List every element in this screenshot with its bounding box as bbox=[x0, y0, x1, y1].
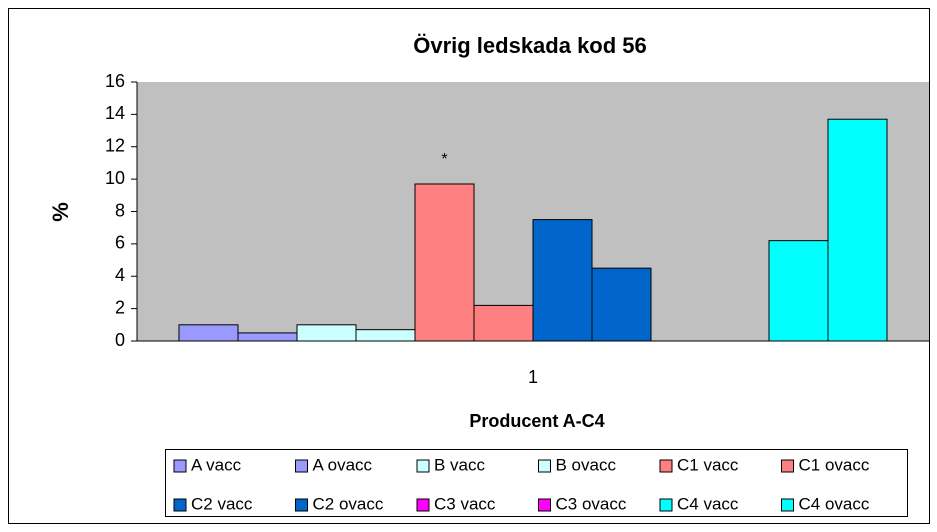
bar bbox=[473, 304, 534, 342]
legend-swatch bbox=[659, 498, 673, 512]
annotation: * bbox=[441, 151, 447, 168]
y-tick-label: 4 bbox=[115, 265, 125, 285]
legend-swatch bbox=[295, 498, 308, 512]
bar bbox=[591, 267, 652, 342]
y-axis-label: % bbox=[48, 202, 73, 222]
legend-swatch bbox=[173, 459, 187, 473]
bar bbox=[355, 329, 416, 342]
legend-label: C1 vacc bbox=[677, 455, 739, 474]
x-tick-label: 1 bbox=[528, 367, 538, 387]
legend-swatch bbox=[781, 459, 794, 473]
legend-label: C3 ovacc bbox=[556, 494, 627, 513]
legend-label: B vacc bbox=[434, 455, 486, 474]
bar bbox=[532, 219, 593, 342]
legend-swatch bbox=[659, 459, 673, 473]
y-tick-label: 10 bbox=[105, 168, 125, 188]
legend-label: C4 ovacc bbox=[799, 494, 870, 513]
chart-title: Övrig ledskada kod 56 bbox=[413, 33, 647, 58]
legend-label: C2 vacc bbox=[191, 494, 253, 513]
legend-label: A ovacc bbox=[313, 455, 373, 474]
bar bbox=[237, 332, 298, 342]
legend-swatch bbox=[295, 459, 308, 473]
legend-swatch bbox=[538, 498, 551, 512]
legend-label: A vacc bbox=[191, 455, 242, 474]
bar bbox=[296, 324, 357, 342]
y-tick-label: 12 bbox=[105, 136, 125, 156]
legend-box bbox=[165, 449, 908, 517]
legend-swatch bbox=[781, 498, 794, 512]
legend-label: C3 vacc bbox=[434, 494, 496, 513]
legend-label: C2 ovacc bbox=[313, 494, 384, 513]
bar bbox=[827, 118, 888, 342]
legend-swatch bbox=[416, 459, 430, 473]
legend-label: B ovacc bbox=[556, 455, 617, 474]
bar bbox=[178, 324, 239, 342]
y-tick-label: 6 bbox=[115, 233, 125, 253]
legend-swatch bbox=[173, 498, 187, 512]
legend-label: C1 ovacc bbox=[799, 455, 870, 474]
bar bbox=[768, 240, 829, 342]
y-tick-label: 8 bbox=[115, 200, 125, 220]
legend-swatch bbox=[538, 459, 551, 473]
bar bbox=[414, 183, 475, 342]
legend-swatch bbox=[416, 498, 430, 512]
y-tick-label: 0 bbox=[115, 330, 125, 350]
legend-label: C4 vacc bbox=[677, 494, 739, 513]
y-tick-label: 16 bbox=[105, 71, 125, 91]
x-axis-label: Producent A-C4 bbox=[469, 411, 604, 431]
y-tick-label: 2 bbox=[115, 297, 125, 317]
y-tick-label: 14 bbox=[105, 103, 125, 123]
